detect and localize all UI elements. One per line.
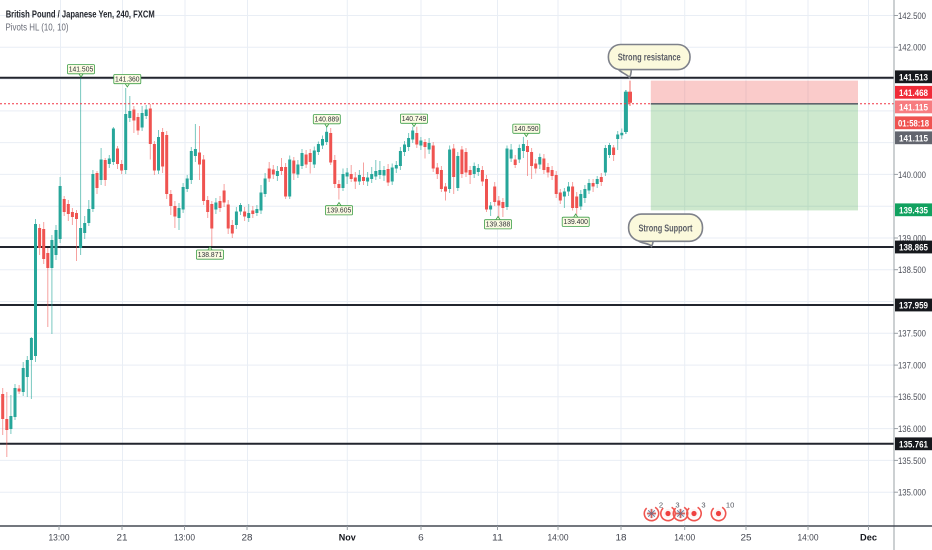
svg-text:3: 3	[675, 500, 679, 509]
svg-text:141.360: 141.360	[115, 75, 140, 84]
svg-text:142.500: 142.500	[898, 11, 926, 22]
svg-text:139.000: 139.000	[898, 233, 926, 244]
svg-text:141.505: 141.505	[69, 65, 94, 74]
svg-text:137.000: 137.000	[898, 361, 926, 372]
svg-text:140.590: 140.590	[514, 124, 539, 133]
svg-text:142.000: 142.000	[898, 43, 926, 54]
svg-text:Nov: Nov	[339, 533, 357, 544]
svg-text:136.000: 136.000	[898, 424, 926, 435]
svg-text:139.605: 139.605	[327, 206, 352, 215]
svg-text:6: 6	[418, 533, 424, 544]
svg-text:141.115: 141.115	[899, 133, 929, 144]
svg-text:11: 11	[492, 533, 503, 544]
svg-text:141.115: 141.115	[899, 103, 929, 114]
svg-text:28: 28	[242, 533, 253, 544]
svg-text:Pivots HL (10, 10): Pivots HL (10, 10)	[6, 23, 69, 34]
svg-text:138.500: 138.500	[898, 265, 926, 276]
svg-text:3: 3	[701, 500, 705, 509]
svg-text:21: 21	[117, 533, 128, 544]
svg-text:01:58:18: 01:58:18	[898, 118, 930, 129]
svg-text:139.400: 139.400	[563, 217, 588, 226]
svg-text:Strong resistance: Strong resistance	[618, 53, 681, 64]
svg-text:135.761: 135.761	[899, 439, 929, 450]
svg-text:141.513: 141.513	[899, 72, 928, 83]
svg-text:137.959: 137.959	[899, 301, 928, 312]
svg-text:140.749: 140.749	[402, 114, 427, 123]
svg-text:14:00: 14:00	[674, 533, 695, 544]
svg-text:2: 2	[659, 500, 663, 509]
svg-text:Dec: Dec	[860, 533, 878, 544]
svg-text:British Pound / Japanese Yen,: British Pound / Japanese Yen, 240, FXCM	[6, 9, 155, 21]
svg-text:136.500: 136.500	[898, 392, 926, 403]
svg-text:25: 25	[741, 533, 752, 544]
svg-text:139.388: 139.388	[486, 220, 511, 229]
svg-text:Strong Support: Strong Support	[639, 223, 693, 234]
svg-text:137.500: 137.500	[898, 329, 926, 340]
svg-text:13:00: 13:00	[174, 533, 195, 544]
svg-text:138.865: 138.865	[899, 243, 929, 254]
svg-text:135.000: 135.000	[898, 488, 926, 499]
svg-text:138.871: 138.871	[198, 250, 223, 259]
svg-text:13:00: 13:00	[49, 533, 70, 544]
svg-text:135.500: 135.500	[898, 456, 926, 467]
svg-text:139.435: 139.435	[899, 205, 929, 216]
svg-text:140.000: 140.000	[898, 170, 926, 181]
svg-text:10: 10	[726, 500, 734, 509]
svg-text:140.889: 140.889	[315, 115, 340, 124]
svg-text:18: 18	[616, 533, 627, 544]
svg-text:141.468: 141.468	[899, 88, 929, 99]
svg-text:14:00: 14:00	[798, 533, 819, 544]
svg-text:14:00: 14:00	[548, 533, 569, 544]
